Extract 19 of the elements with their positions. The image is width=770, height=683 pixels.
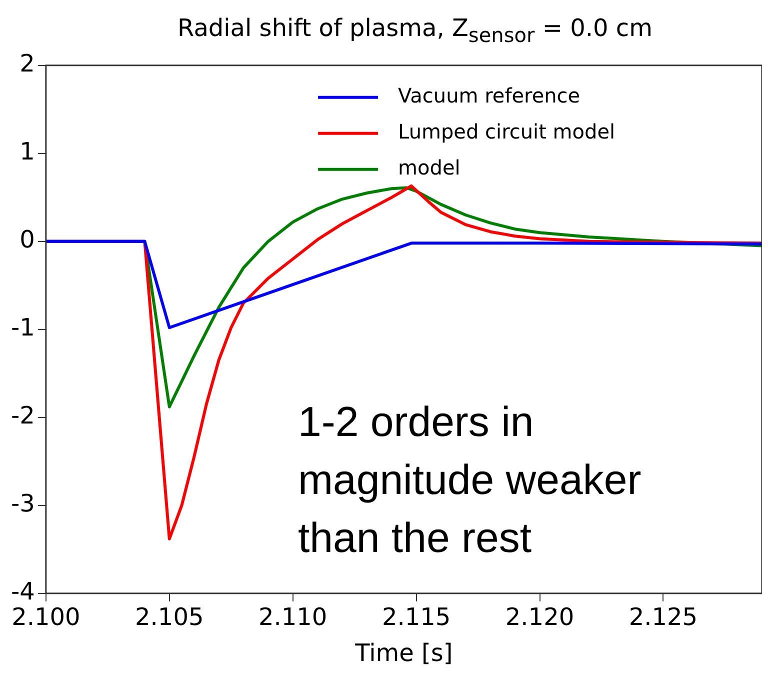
legend-label: Lumped circuit model — [398, 120, 616, 144]
x-tick-label: 2.105 — [135, 603, 204, 632]
chart-title: Radial shift of plasma, Z$_{sensor}$ = 0.0 cm — [176, 13, 654, 48]
x-tick-label: 2.120 — [505, 603, 574, 632]
legend-label: model — [398, 156, 460, 180]
legend-label: Vacuum reference — [398, 84, 580, 108]
y-tick-label: 1 — [20, 138, 35, 166]
x-tick-label: 2.110 — [258, 603, 328, 632]
y-tick-label: -4 — [10, 578, 35, 606]
y-tick-label: 2 — [20, 50, 35, 78]
y-tick-label: -2 — [10, 402, 35, 430]
x-axis-title: Time [s] — [354, 638, 453, 667]
y-tick-label: -1 — [10, 314, 35, 342]
x-tick-label: 2.115 — [382, 603, 451, 632]
y-tick-label: -3 — [10, 490, 35, 518]
x-tick-label: 2.100 — [12, 603, 80, 632]
y-tick-label: 0 — [20, 226, 35, 254]
annotation: 1-2 orders in magnitude weaker than the rest — [298, 397, 642, 563]
x-tick-label: 2.125 — [628, 603, 698, 632]
